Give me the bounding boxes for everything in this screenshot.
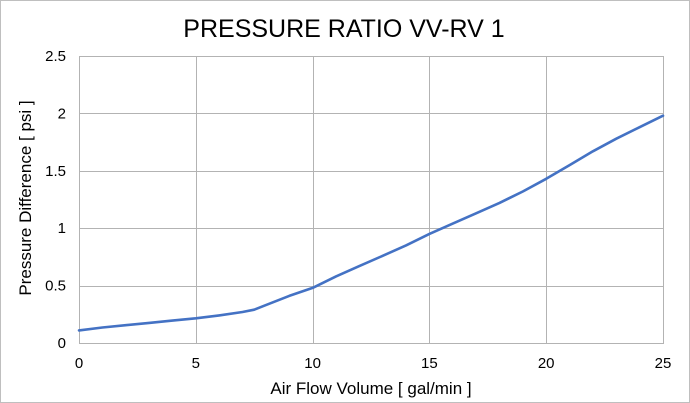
- series-layer: [77, 114, 665, 332]
- tick-label-layer: 0 5 10 15 20 25 0 0.5 1 1.5 2 2.5: [45, 48, 671, 372]
- y-tick-label-1: 0.5: [45, 278, 66, 295]
- y-tick-label-5: 2.5: [45, 48, 66, 65]
- y-tick-label-3: 1.5: [45, 163, 66, 180]
- x-tick-label-5: 25: [655, 355, 672, 372]
- y-tick-label-0: 0: [58, 335, 66, 352]
- x-tick-label-0: 0: [75, 355, 83, 372]
- x-axis-label: Air Flow Volume [ gal/min ]: [270, 379, 471, 398]
- chart-title: PRESSURE RATIO VV-RV 1: [183, 15, 504, 43]
- y-axis-label: Pressure Difference [ psi ]: [16, 100, 35, 295]
- series-line-0: [77, 114, 665, 332]
- grid-layer: [79, 56, 664, 344]
- y-tick-label-2: 1: [58, 220, 66, 237]
- x-tick-label-3: 15: [421, 355, 438, 372]
- y-tick-label-4: 2: [58, 105, 66, 122]
- x-tick-label-1: 5: [192, 355, 200, 372]
- x-tick-label-4: 20: [538, 355, 555, 372]
- x-tick-label-2: 10: [304, 355, 321, 372]
- plot-area-border: [79, 56, 664, 344]
